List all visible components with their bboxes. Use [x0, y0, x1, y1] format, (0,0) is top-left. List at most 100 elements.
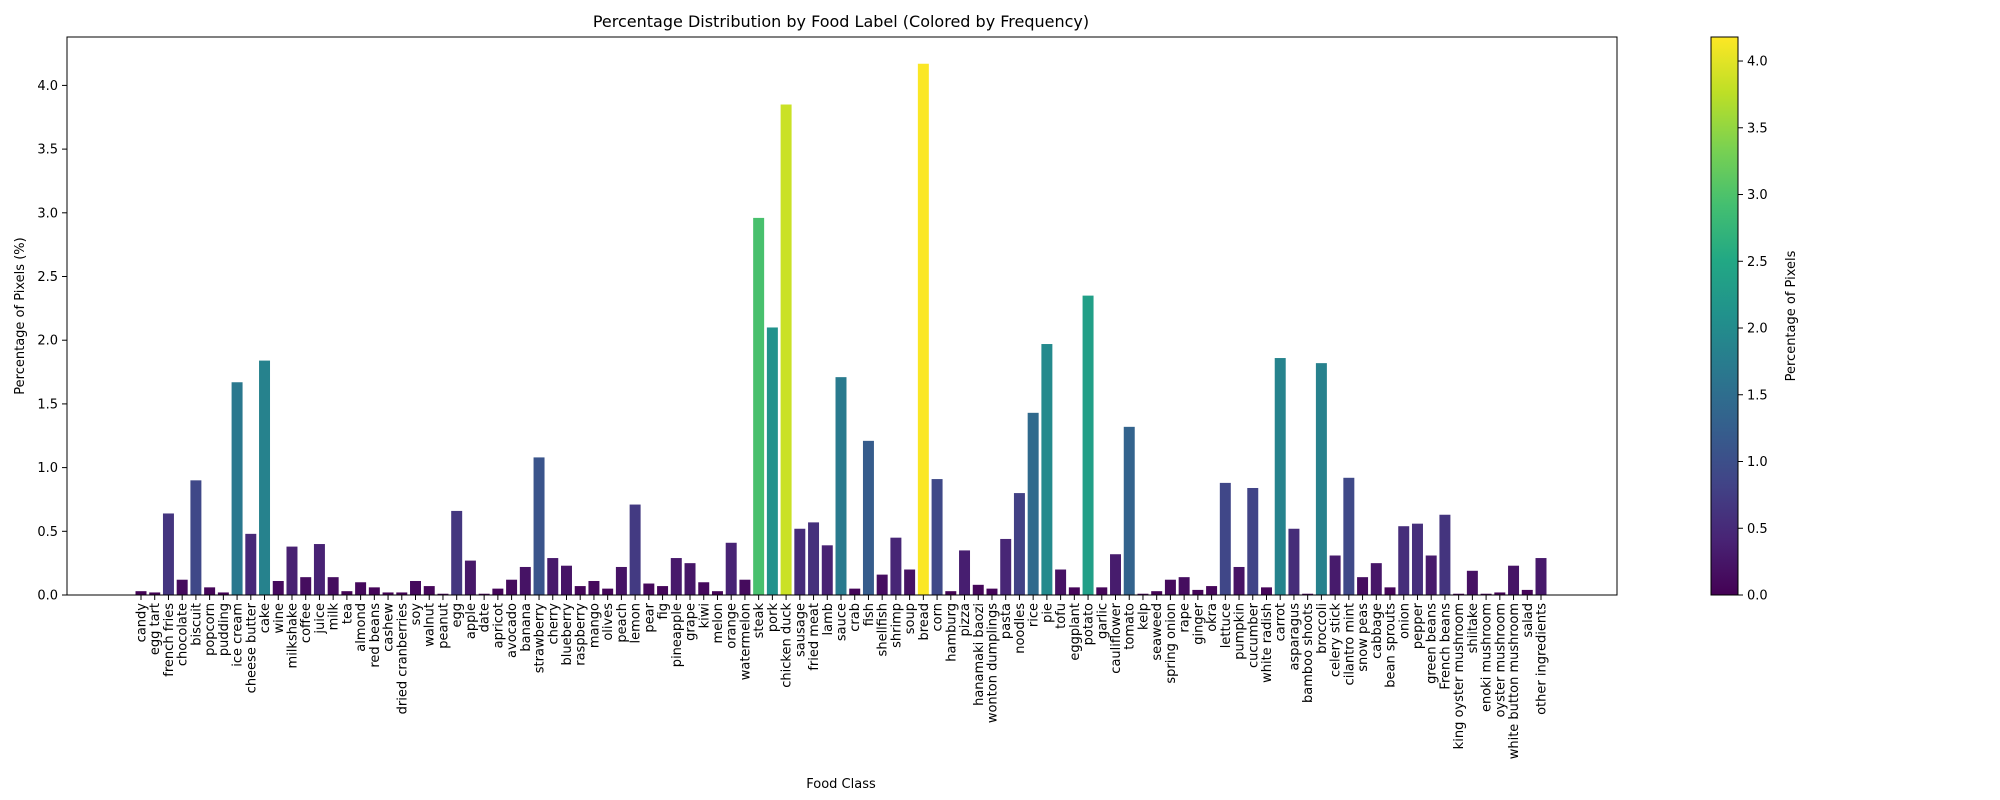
x-tick-label-9: cake: [258, 603, 273, 633]
bar-97: [1466, 570, 1478, 595]
x-tick-label-91: bean sprouts: [1384, 603, 1399, 688]
bar-77: [1192, 589, 1204, 595]
x-axis-label: Food Class: [806, 777, 876, 792]
bar-86: [1315, 363, 1327, 595]
x-tick-label-26: apricot: [491, 603, 506, 648]
bar-23: [451, 510, 463, 595]
colorbar-label: Percentage of Pixels: [1784, 250, 1799, 381]
bar-22: [437, 593, 449, 595]
bar-47: [780, 104, 792, 596]
bar-87: [1329, 555, 1341, 595]
colorbar-tick-label-4: 2.0: [1747, 322, 1768, 337]
x-tick-label-83: carrot: [1274, 603, 1289, 641]
x-tick-label-54: shellfish: [876, 603, 891, 656]
x-tick-label-38: fig: [656, 603, 671, 619]
x-tick-label-6: pudding: [217, 603, 232, 656]
y-tick-label-5: 2.5: [37, 270, 58, 285]
bar-19: [396, 592, 408, 595]
x-tick-label-12: coffee: [299, 603, 314, 643]
bar-5: [204, 587, 216, 595]
x-tick-label-16: almond: [354, 603, 369, 652]
bar-36: [629, 504, 641, 595]
x-tick-label-14: milk: [327, 603, 342, 631]
bar-88: [1343, 477, 1355, 595]
x-tick-label-64: noodles: [1013, 603, 1028, 654]
bar-20: [410, 580, 421, 595]
x-tick-label-24: apple: [464, 603, 479, 639]
x-tick-label-59: hamburg: [944, 603, 959, 662]
x-tick-label-5: popcorn: [203, 603, 218, 656]
x-tick-label-80: pumpkin: [1233, 603, 1248, 660]
x-tick-label-94: green beans: [1425, 603, 1440, 684]
x-tick-label-76: rape: [1178, 603, 1193, 633]
bar-10: [272, 580, 284, 595]
x-tick-label-52: crab: [848, 603, 863, 632]
x-tick-label-70: garlic: [1095, 603, 1110, 639]
x-tick-label-21: walnut: [423, 603, 438, 647]
y-tick-label-1: 0.5: [37, 525, 58, 540]
bar-34: [602, 588, 614, 595]
bar-70: [1096, 587, 1108, 595]
bar-37: [643, 583, 655, 595]
bar-57: [917, 63, 929, 595]
chart-title: Percentage Distribution by Food Label (C…: [593, 12, 1089, 31]
bar-66: [1041, 344, 1053, 595]
x-tick-label-31: blueberry: [560, 603, 575, 666]
x-tick-label-58: corn: [931, 603, 946, 631]
bar-84: [1288, 528, 1300, 595]
x-tick-label-43: orange: [725, 603, 740, 649]
bar-74: [1151, 591, 1163, 595]
bar-3: [176, 579, 188, 595]
bar-49: [808, 522, 820, 595]
x-tick-label-57: bread: [917, 603, 932, 641]
bar-31: [561, 565, 572, 595]
bar-53: [862, 440, 874, 595]
colorbar-tick-label-0: 0.0: [1747, 589, 1768, 604]
x-tick-label-88: cilantro mint: [1342, 603, 1357, 685]
plot-frame: [66, 36, 1618, 596]
x-tick-label-98: enoki mushroom: [1480, 603, 1495, 712]
x-tick-label-37: pear: [642, 602, 657, 632]
bar-68: [1068, 587, 1080, 595]
x-tick-label-32: raspberry: [574, 603, 589, 666]
bar-4: [190, 480, 202, 595]
bar-24: [464, 560, 476, 595]
x-tick-label-96: king oyster mushroom: [1452, 603, 1467, 749]
bar-73: [1137, 593, 1149, 595]
x-tick-label-8: cheese butter: [244, 602, 259, 693]
x-tick-label-39: pineapple: [670, 603, 685, 667]
bar-26: [492, 588, 504, 595]
colorbar-tick-label-8: 4.0: [1747, 55, 1768, 70]
x-tick-label-61: hanamaki baozi: [972, 603, 987, 706]
x-tick-label-93: pepper: [1411, 602, 1426, 649]
bar-33: [588, 580, 600, 595]
bar-81: [1247, 487, 1259, 595]
x-tick-label-3: chocolate: [176, 603, 191, 666]
x-tick-label-35: peach: [615, 603, 630, 643]
bar-11: [286, 546, 298, 595]
bar-41: [698, 582, 710, 595]
bar-12: [300, 577, 312, 595]
bar-98: [1480, 593, 1492, 595]
x-tick-label-29: strawberry: [533, 603, 548, 674]
bar-38: [657, 586, 669, 595]
y-axis-label: Percentage of Pixels (%): [13, 237, 28, 394]
x-tick-label-92: onion: [1397, 603, 1412, 639]
x-tick-label-45: steak: [752, 603, 767, 639]
x-tick-label-97: shiitake: [1466, 603, 1481, 653]
y-tick-label-7: 3.5: [37, 143, 58, 158]
x-tick-label-49: fried meat: [807, 603, 822, 671]
x-tick-label-56: soup: [903, 603, 918, 634]
bar-62: [986, 588, 998, 595]
bar-43: [725, 542, 737, 595]
x-tick-label-36: lemon: [629, 603, 644, 643]
x-tick-label-100: white button mushroom: [1507, 603, 1522, 759]
colorbar-tick-label-1: 0.5: [1747, 522, 1768, 537]
x-tick-label-55: shrimp: [889, 603, 904, 648]
x-tick-label-50: lamb: [821, 603, 836, 636]
x-tick-label-48: sausage: [793, 603, 808, 657]
bar-63: [1000, 538, 1012, 595]
bar-17: [368, 587, 380, 595]
